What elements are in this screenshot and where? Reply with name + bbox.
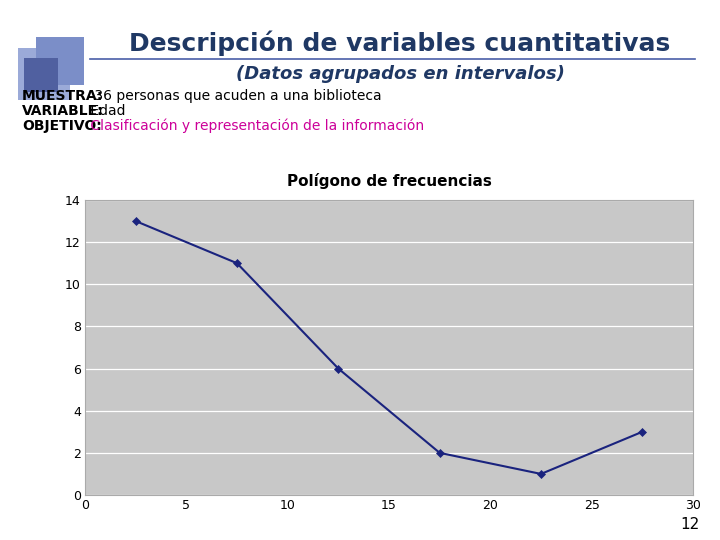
- Text: Descripción de variables cuantitativas: Descripción de variables cuantitativas: [130, 30, 670, 56]
- Text: 36 personas que acuden a una biblioteca: 36 personas que acuden a una biblioteca: [90, 89, 382, 103]
- FancyBboxPatch shape: [24, 58, 58, 92]
- Text: OBJETIVO:: OBJETIVO:: [22, 119, 102, 133]
- FancyBboxPatch shape: [18, 48, 70, 100]
- FancyBboxPatch shape: [36, 37, 84, 85]
- Text: (Datos agrupados en intervalos): (Datos agrupados en intervalos): [235, 65, 564, 83]
- Text: 12: 12: [680, 517, 700, 532]
- Text: VARIABLE:: VARIABLE:: [22, 104, 104, 118]
- Text: Clasificación y representación de la información: Clasificación y representación de la inf…: [86, 119, 424, 133]
- Title: Polígono de frecuencias: Polígono de frecuencias: [287, 173, 492, 189]
- Text: MUESTRA:: MUESTRA:: [22, 89, 104, 103]
- Text: Edad: Edad: [86, 104, 125, 118]
